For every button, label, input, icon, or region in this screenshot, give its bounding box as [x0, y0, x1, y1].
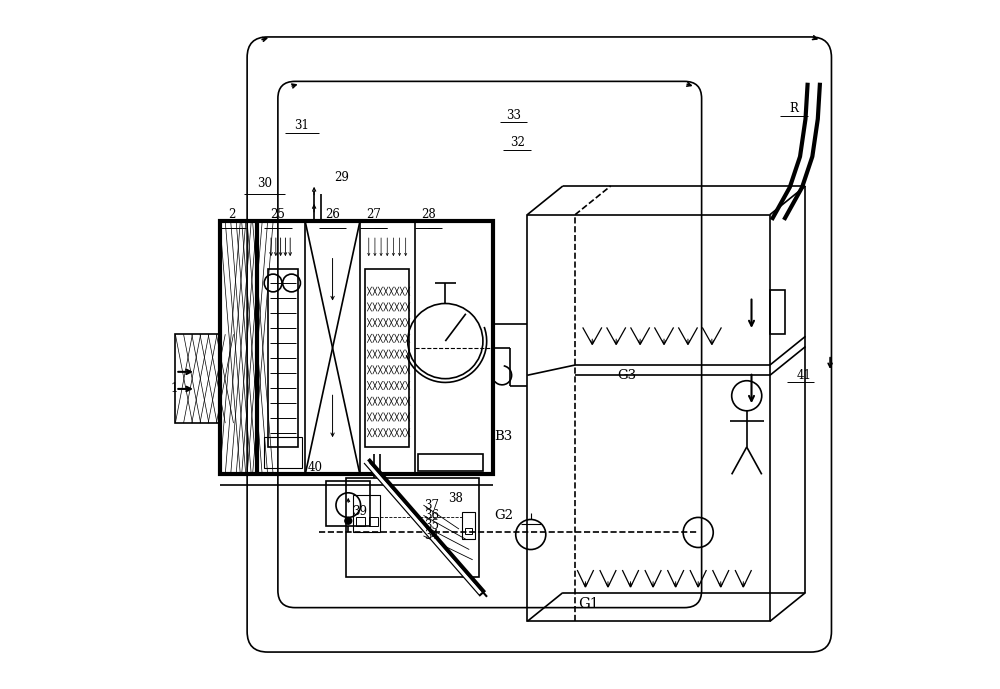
- Bar: [365, 269, 409, 447]
- Text: 41: 41: [797, 369, 812, 382]
- Text: 2: 2: [228, 208, 236, 221]
- Text: 37: 37: [424, 499, 439, 512]
- Text: 31: 31: [294, 119, 309, 132]
- Text: 28: 28: [421, 208, 436, 221]
- Bar: [462, 512, 475, 539]
- Text: 38: 38: [448, 492, 463, 505]
- Bar: [346, 477, 479, 577]
- Bar: [353, 495, 380, 533]
- Bar: [356, 517, 365, 526]
- Bar: [175, 334, 220, 423]
- Text: 39: 39: [352, 506, 367, 518]
- Text: 26: 26: [325, 208, 340, 221]
- Text: 35: 35: [424, 519, 439, 532]
- Bar: [326, 481, 370, 526]
- Text: 1: 1: [170, 382, 178, 395]
- Bar: [527, 215, 770, 621]
- Bar: [770, 290, 785, 334]
- Text: 30: 30: [257, 177, 272, 190]
- Bar: [264, 437, 302, 468]
- Text: G1: G1: [578, 597, 599, 611]
- Text: 36: 36: [424, 509, 439, 522]
- Text: 40: 40: [308, 461, 323, 474]
- Text: B3: B3: [494, 430, 513, 443]
- Text: R: R: [789, 102, 798, 115]
- Text: G2: G2: [494, 509, 513, 522]
- Bar: [369, 517, 378, 526]
- Bar: [465, 528, 472, 535]
- Text: 33: 33: [506, 109, 521, 122]
- Text: 25: 25: [270, 208, 285, 221]
- Bar: [220, 221, 493, 474]
- Text: 29: 29: [334, 171, 349, 183]
- Bar: [268, 269, 298, 447]
- Text: G3: G3: [617, 369, 636, 382]
- Bar: [418, 454, 483, 471]
- Text: 27: 27: [366, 208, 381, 221]
- Circle shape: [345, 517, 352, 524]
- Text: 34: 34: [424, 529, 439, 542]
- Text: 32: 32: [510, 136, 525, 150]
